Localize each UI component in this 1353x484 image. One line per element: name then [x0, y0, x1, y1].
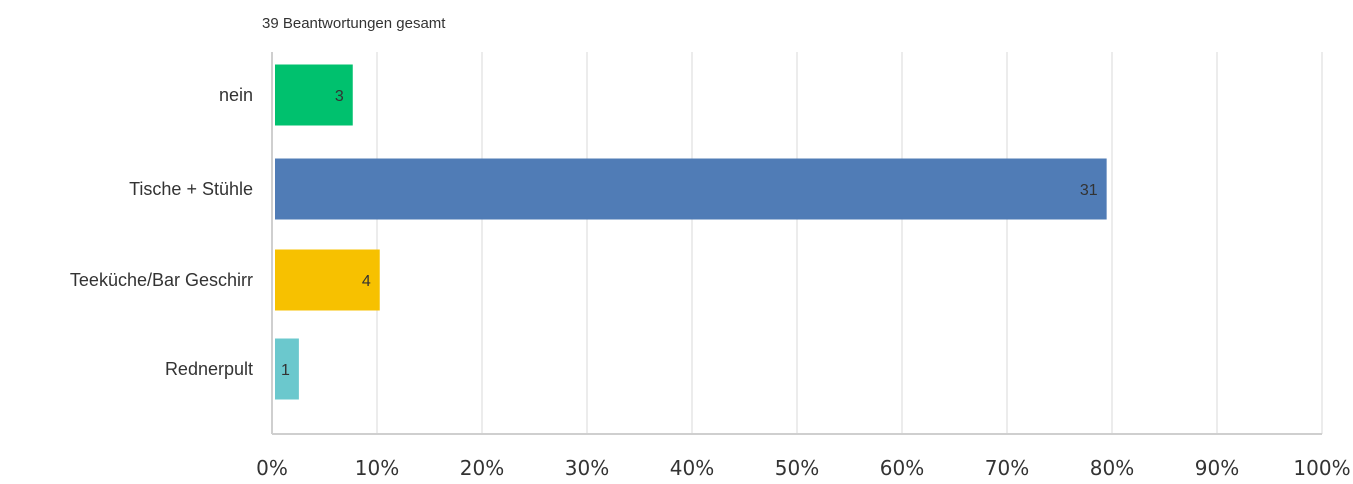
data-label: 4	[362, 273, 371, 290]
x-tick-label: 10%	[355, 456, 399, 480]
x-tick-label: 30%	[565, 456, 609, 480]
bars	[275, 64, 1107, 400]
labels: 0% 10% 20% 30% 40% 50% 60% 70% 80% 90% 100% nein 3 Ti…	[70, 85, 1351, 480]
category-label: Rednerpult	[165, 359, 253, 379]
category-label: nein	[219, 85, 253, 105]
axes	[271, 52, 1322, 435]
category-label: Teeküche/Bar Geschirr	[70, 270, 253, 290]
x-tick-label: 90%	[1195, 456, 1239, 480]
gridlines	[376, 52, 1323, 434]
chart-subtitle: 39 Beantwortungen gesamt	[262, 15, 446, 32]
x-tick-label: 60%	[880, 456, 924, 480]
x-tick-label: 70%	[985, 456, 1029, 480]
bar	[275, 338, 299, 400]
x-tick-label: 50%	[775, 456, 819, 480]
category-label: Tische + Stühle	[129, 179, 253, 199]
x-tick-label: 100%	[1293, 456, 1350, 480]
x-tick-label: 0%	[256, 456, 288, 480]
bar	[275, 64, 353, 126]
bar	[275, 158, 1107, 220]
data-label: 3	[335, 88, 344, 105]
data-label: 1	[281, 362, 290, 379]
data-label: 31	[1080, 182, 1098, 199]
x-tick-label: 40%	[670, 456, 714, 480]
x-tick-label: 80%	[1090, 456, 1134, 480]
bar	[275, 249, 380, 311]
x-tick-label: 20%	[460, 456, 504, 480]
